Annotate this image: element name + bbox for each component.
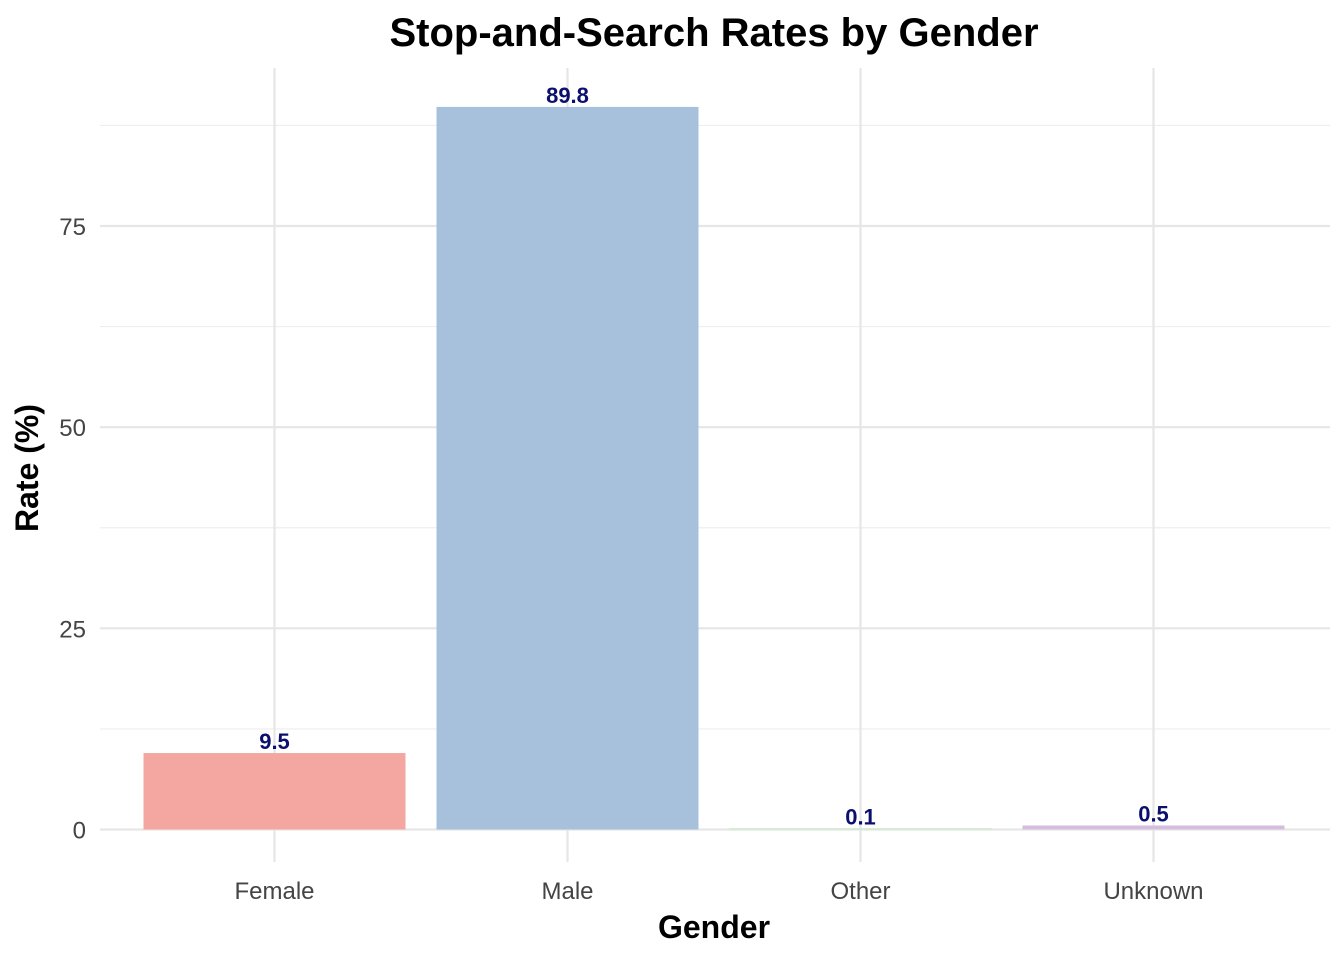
data-label: 0.5 (1138, 801, 1169, 826)
y-tick-label: 75 (59, 214, 86, 241)
x-axis-title: Gender (658, 909, 770, 945)
y-axis-ticks: 0 25 50 75 (59, 214, 86, 845)
y-tick-label: 0 (73, 818, 86, 845)
data-labels: 9.5 89.8 0.1 0.5 (259, 83, 1169, 830)
x-tick-label: Male (541, 878, 593, 905)
bar-male (436, 106, 699, 830)
bars (143, 106, 1285, 830)
data-label: 9.5 (259, 729, 290, 754)
bar-female (143, 753, 406, 830)
data-label: 89.8 (546, 83, 589, 108)
x-tick-label: Other (830, 878, 890, 905)
chart-title: Stop-and-Search Rates by Gender (389, 11, 1038, 55)
y-axis-title: Rate (%) (9, 404, 45, 532)
x-tick-label: Unknown (1103, 878, 1203, 905)
bar-unknown (1022, 825, 1285, 830)
y-tick-label: 50 (59, 415, 86, 442)
y-tick-label: 25 (59, 616, 86, 643)
data-label: 0.1 (845, 805, 876, 830)
x-axis-ticks: Female Male Other Unknown (234, 878, 1203, 905)
bar-other (729, 828, 992, 830)
x-tick-label: Female (234, 878, 314, 905)
